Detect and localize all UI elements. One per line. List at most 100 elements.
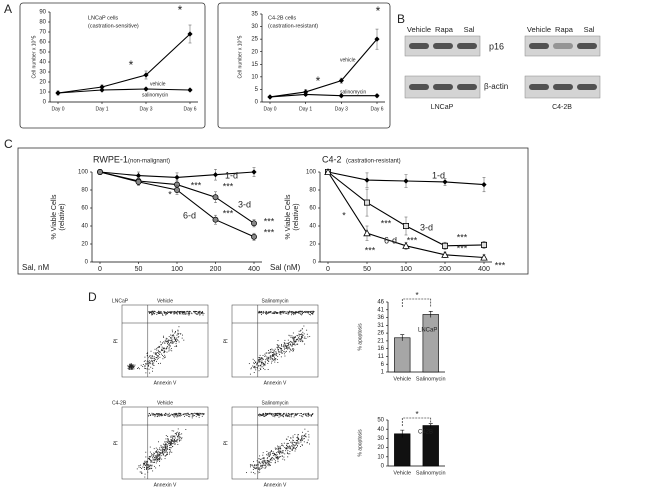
dot <box>153 454 155 456</box>
marker <box>442 179 448 185</box>
dot <box>192 413 194 415</box>
dot <box>152 360 154 362</box>
dot <box>170 339 172 341</box>
dot <box>280 413 281 415</box>
dot <box>254 464 256 466</box>
dot <box>269 351 271 353</box>
dot <box>198 413 200 415</box>
dot <box>152 454 154 455</box>
dot <box>184 312 186 314</box>
series-label: vehicle <box>340 57 356 63</box>
dot <box>176 313 178 315</box>
dot <box>187 313 189 315</box>
dot <box>168 312 170 314</box>
dot <box>290 337 292 339</box>
dot <box>294 312 296 314</box>
marker <box>212 216 219 223</box>
dot <box>149 456 151 458</box>
dot <box>173 413 175 415</box>
dot <box>269 451 271 453</box>
dot <box>160 311 162 313</box>
annotation: * <box>168 189 172 199</box>
dot <box>150 359 152 361</box>
lane-label: Rapa <box>555 25 574 34</box>
dot <box>290 437 292 439</box>
dot <box>164 347 166 349</box>
dot <box>270 355 272 357</box>
dot <box>174 336 176 338</box>
dot <box>197 313 199 315</box>
dot <box>278 344 280 346</box>
dot <box>197 311 199 313</box>
dot <box>153 352 155 354</box>
dot <box>299 339 301 341</box>
dot <box>280 356 282 358</box>
dot <box>268 352 270 354</box>
dot <box>182 311 184 313</box>
dot <box>161 313 163 315</box>
y-axis-label: PI <box>223 339 229 344</box>
dot <box>294 341 295 343</box>
dot <box>148 413 150 414</box>
dot <box>140 464 142 466</box>
dot <box>181 311 183 313</box>
dot <box>285 345 287 347</box>
marker <box>303 91 309 98</box>
marker <box>403 178 409 184</box>
dot <box>172 443 174 445</box>
dot <box>164 447 166 449</box>
dot <box>164 356 166 358</box>
dot <box>286 311 288 313</box>
dot <box>304 434 306 436</box>
dot <box>311 414 312 416</box>
dot <box>172 436 173 438</box>
dot <box>180 439 182 441</box>
dot <box>146 461 148 463</box>
dot <box>261 359 263 361</box>
chart-title: LNCaP cells <box>88 15 118 21</box>
dot <box>137 367 139 369</box>
dot <box>262 363 264 365</box>
dot <box>274 312 275 314</box>
dot <box>286 345 288 347</box>
flow-dots <box>246 412 314 475</box>
dot <box>173 335 175 337</box>
dot <box>129 368 131 370</box>
dot <box>158 441 159 443</box>
dot <box>176 434 178 436</box>
dot <box>152 414 154 416</box>
dot <box>187 311 189 313</box>
dot <box>278 452 280 454</box>
dot <box>146 467 147 469</box>
dot <box>279 415 281 417</box>
annotation: * <box>178 3 183 17</box>
dot <box>262 463 264 464</box>
dot <box>305 337 307 339</box>
dot <box>294 413 296 414</box>
dot <box>259 462 261 464</box>
dot <box>165 412 167 414</box>
dot <box>300 313 302 315</box>
dot <box>166 453 168 455</box>
dot <box>279 413 281 415</box>
dot <box>156 457 158 459</box>
dot <box>180 413 182 415</box>
dot <box>301 439 303 441</box>
blot-band <box>457 43 477 49</box>
dot <box>176 415 178 417</box>
dot <box>130 365 132 367</box>
dot <box>157 452 159 453</box>
dot <box>163 351 165 353</box>
dot <box>155 447 157 449</box>
dot <box>262 413 264 415</box>
dot <box>288 343 290 345</box>
dot <box>166 451 168 453</box>
dot <box>259 468 261 470</box>
y-tick-label: 90 <box>39 10 46 16</box>
dot <box>190 412 192 414</box>
dot <box>260 364 262 366</box>
dot <box>160 455 162 457</box>
dot <box>284 351 286 353</box>
dot <box>281 452 283 454</box>
dot <box>167 311 169 313</box>
